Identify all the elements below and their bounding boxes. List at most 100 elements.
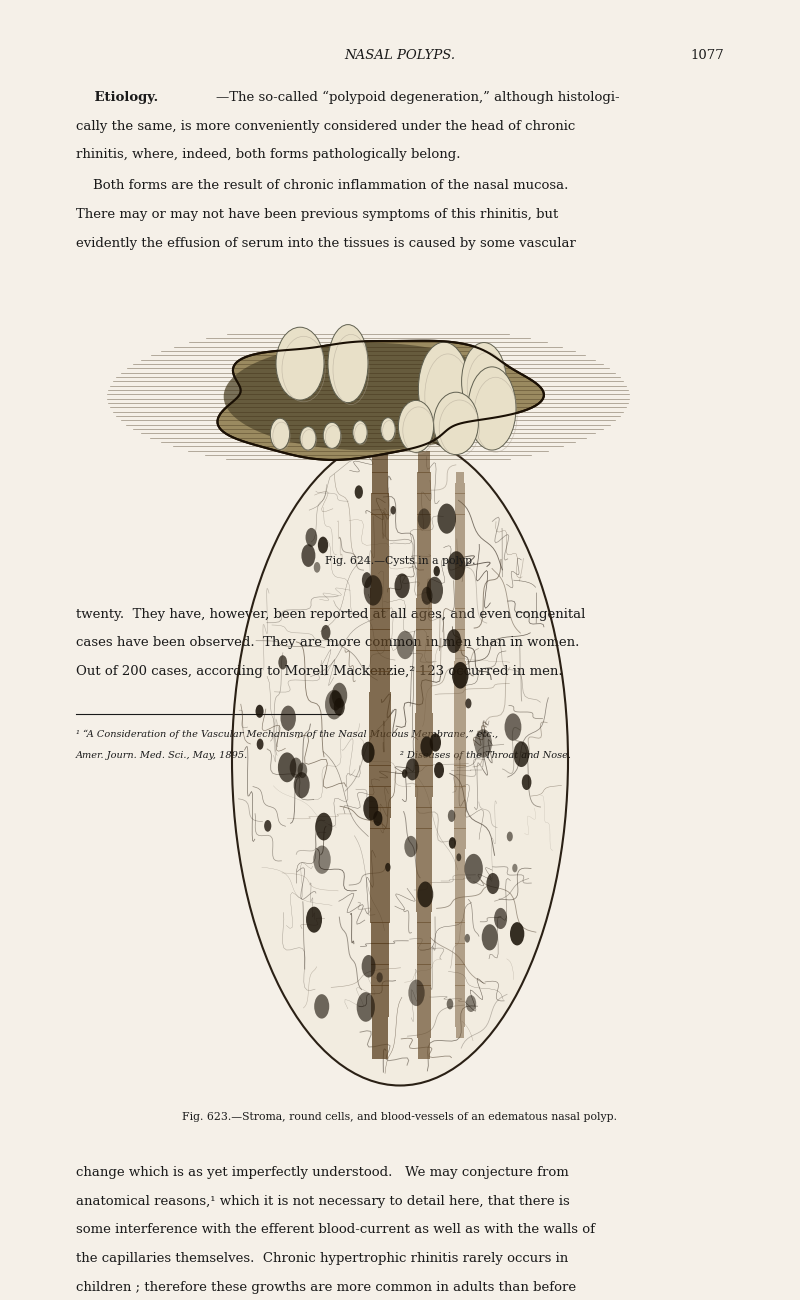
Polygon shape	[416, 629, 432, 640]
Polygon shape	[418, 494, 430, 504]
Circle shape	[434, 762, 444, 779]
Ellipse shape	[323, 422, 341, 448]
Circle shape	[373, 811, 382, 826]
Circle shape	[298, 763, 307, 779]
Polygon shape	[416, 681, 432, 693]
Polygon shape	[371, 975, 389, 985]
Polygon shape	[415, 797, 433, 807]
Polygon shape	[369, 786, 391, 797]
Circle shape	[390, 506, 396, 515]
Polygon shape	[417, 588, 431, 598]
Polygon shape	[454, 797, 466, 807]
Text: NASAL POLYPS.: NASAL POLYPS.	[345, 49, 455, 62]
Polygon shape	[371, 954, 389, 965]
Polygon shape	[418, 472, 430, 484]
Circle shape	[318, 537, 328, 554]
Polygon shape	[416, 660, 432, 672]
Polygon shape	[415, 703, 433, 714]
Polygon shape	[417, 985, 431, 996]
Polygon shape	[454, 776, 466, 786]
Polygon shape	[454, 619, 466, 629]
Polygon shape	[454, 671, 466, 683]
Ellipse shape	[462, 343, 506, 421]
Ellipse shape	[434, 393, 478, 455]
Polygon shape	[369, 734, 391, 745]
Polygon shape	[371, 985, 389, 996]
Polygon shape	[370, 608, 390, 619]
Polygon shape	[370, 913, 390, 923]
Circle shape	[510, 922, 524, 945]
Polygon shape	[417, 923, 431, 933]
Polygon shape	[417, 577, 431, 588]
Circle shape	[486, 874, 499, 894]
Polygon shape	[371, 536, 389, 546]
Polygon shape	[418, 1006, 430, 1017]
Circle shape	[465, 933, 470, 942]
Circle shape	[394, 573, 410, 598]
Ellipse shape	[328, 325, 368, 403]
Polygon shape	[370, 923, 390, 933]
Polygon shape	[416, 859, 432, 871]
Circle shape	[354, 485, 363, 499]
Polygon shape	[370, 818, 390, 828]
Polygon shape	[454, 818, 466, 828]
Polygon shape	[370, 671, 390, 683]
Polygon shape	[454, 891, 466, 902]
Circle shape	[447, 551, 466, 580]
Polygon shape	[455, 567, 465, 577]
Circle shape	[306, 528, 317, 547]
Polygon shape	[369, 724, 391, 734]
Polygon shape	[416, 828, 432, 838]
PathPatch shape	[218, 341, 544, 460]
Polygon shape	[454, 734, 466, 745]
Polygon shape	[454, 807, 466, 818]
Circle shape	[482, 924, 498, 950]
Circle shape	[505, 714, 522, 741]
Text: cases have been observed.  They are more common in men than in women.: cases have been observed. They are more …	[76, 637, 579, 650]
Polygon shape	[455, 975, 465, 985]
Polygon shape	[371, 494, 389, 504]
Circle shape	[264, 820, 271, 832]
Polygon shape	[415, 724, 433, 734]
Polygon shape	[417, 944, 431, 954]
Circle shape	[402, 770, 407, 777]
Polygon shape	[417, 933, 431, 944]
Polygon shape	[455, 923, 465, 933]
Circle shape	[377, 972, 382, 983]
Polygon shape	[417, 515, 431, 525]
Polygon shape	[415, 776, 433, 786]
Circle shape	[322, 625, 330, 640]
Circle shape	[294, 772, 310, 798]
Polygon shape	[371, 965, 389, 975]
Polygon shape	[455, 515, 465, 525]
Ellipse shape	[381, 417, 395, 441]
Polygon shape	[372, 1037, 388, 1048]
Circle shape	[362, 572, 372, 588]
Circle shape	[357, 992, 375, 1022]
Text: evidently the effusion of serum into the tissues is caused by some vascular: evidently the effusion of serum into the…	[76, 237, 576, 250]
Polygon shape	[415, 714, 433, 724]
Polygon shape	[415, 755, 433, 766]
Polygon shape	[416, 650, 432, 662]
Polygon shape	[372, 451, 388, 463]
Circle shape	[281, 706, 296, 731]
Circle shape	[418, 508, 430, 529]
Polygon shape	[454, 714, 466, 724]
Circle shape	[421, 736, 433, 757]
Polygon shape	[370, 807, 390, 818]
Polygon shape	[455, 1027, 465, 1037]
Polygon shape	[418, 1017, 430, 1027]
Text: cally the same, is more conveniently considered under the head of chronic: cally the same, is more conveniently con…	[76, 120, 575, 133]
Polygon shape	[455, 472, 465, 484]
Polygon shape	[371, 1017, 389, 1027]
Polygon shape	[417, 954, 431, 965]
Polygon shape	[370, 660, 390, 672]
Polygon shape	[455, 913, 465, 923]
Text: rhinitis, where, indeed, both forms pathologically belong.: rhinitis, where, indeed, both forms path…	[76, 148, 461, 161]
Polygon shape	[370, 629, 390, 640]
Circle shape	[465, 854, 483, 884]
Text: Fig. 623.—Stroma, round cells, and blood-vessels of an edematous nasal polyp.: Fig. 623.—Stroma, round cells, and blood…	[182, 1112, 618, 1122]
Polygon shape	[416, 891, 432, 902]
Polygon shape	[370, 880, 390, 892]
Polygon shape	[455, 577, 465, 588]
